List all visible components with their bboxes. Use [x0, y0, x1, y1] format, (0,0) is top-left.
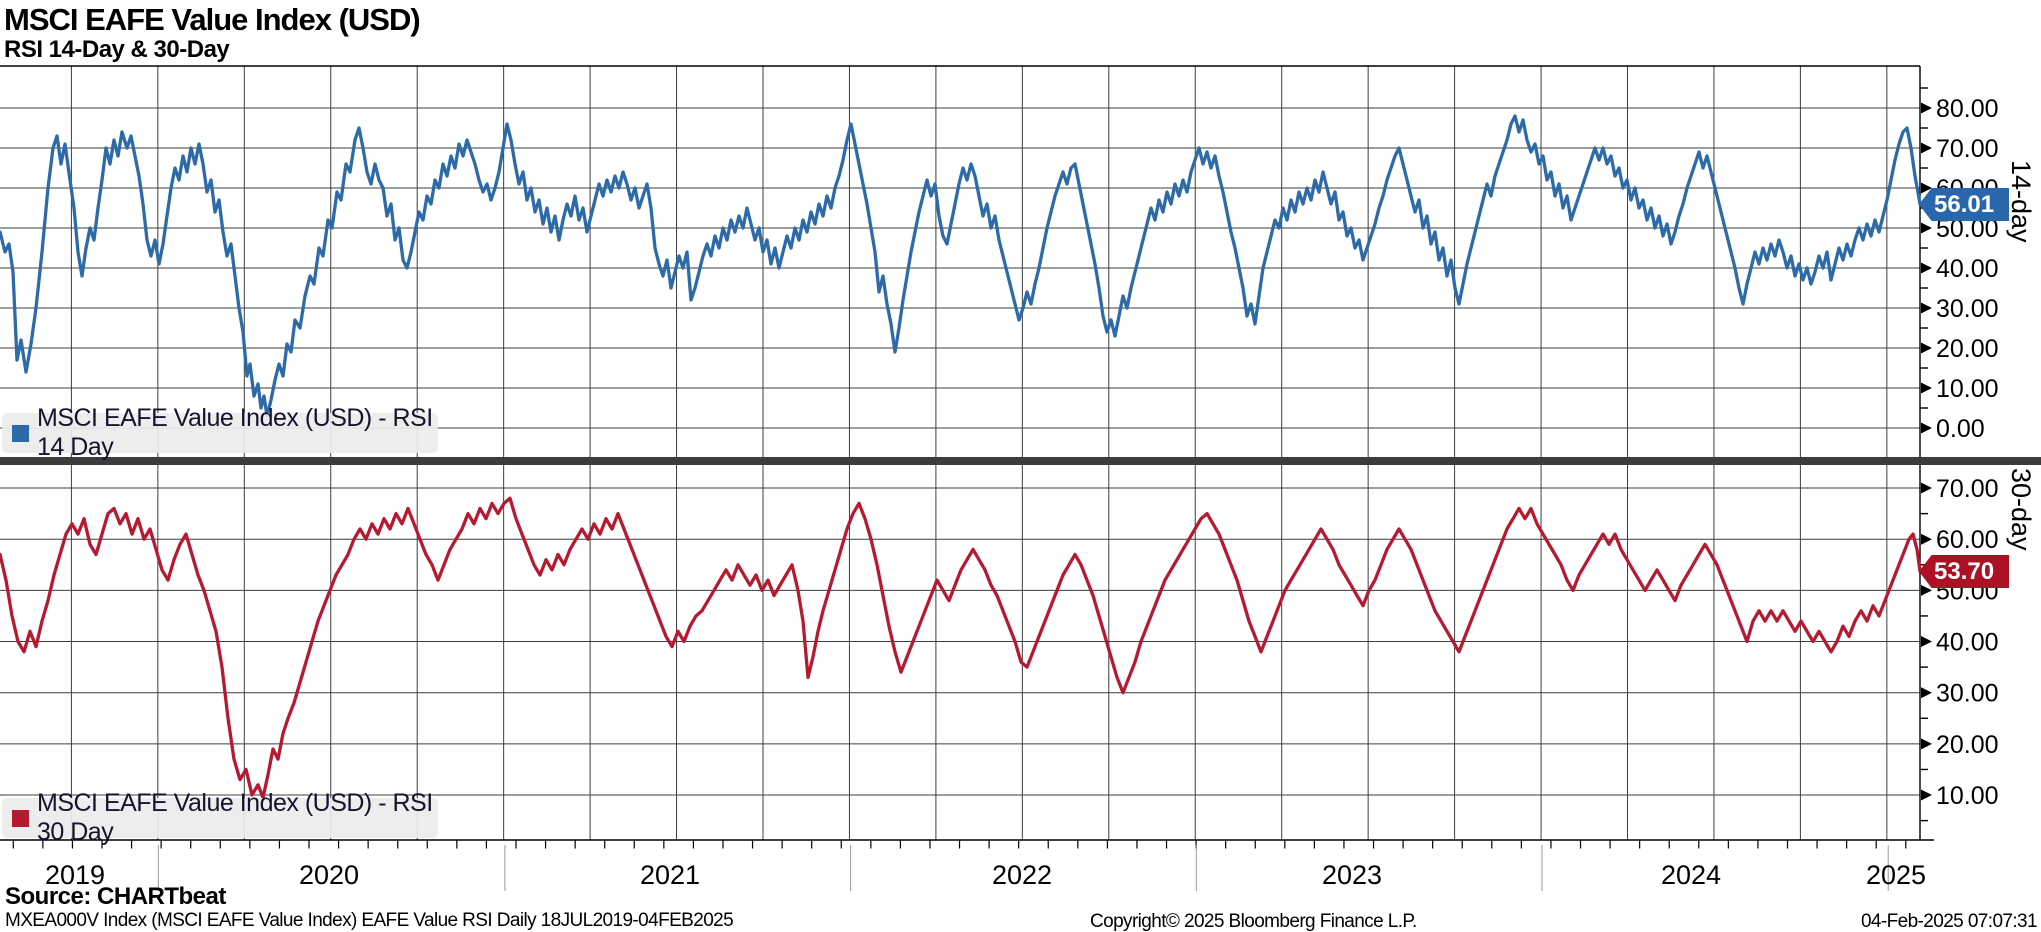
footer-source: Source: CHARTbeat	[5, 883, 226, 910]
panel-divider	[0, 457, 2041, 465]
y-axis-tick-label: 40.00	[1936, 255, 1999, 283]
last-value-badge-rsi30: 53.70	[1919, 555, 2009, 588]
legend-label-rsi14: MSCI EAFE Value Index (USD) - RSI 14 Day	[37, 404, 433, 461]
footer-timestamp: 04-Feb-2025 07:07:31	[1860, 911, 2038, 932]
x-axis-year-label: 2024	[1661, 860, 1721, 890]
y-axis-tick-label: 60.00	[1936, 526, 1999, 554]
rsi-line-series-30day	[0, 496, 1922, 800]
axis-tick-arrow-icon	[1921, 342, 1932, 354]
axis-tick-arrow-icon	[1921, 533, 1932, 545]
axis-tick-arrow-icon	[1921, 584, 1932, 596]
axis-tick-arrow-icon	[1921, 687, 1932, 699]
y-axis-tick-label: 10.00	[1936, 375, 1999, 403]
y-axis-title-30-day: 30-day	[2006, 468, 2036, 551]
y-axis-title-14-day: 14-day	[2006, 160, 2036, 243]
axis-tick-arrow-icon	[1921, 182, 1932, 194]
x-axis-year-label: 2022	[992, 860, 1052, 890]
y-axis-tick-label: 30.00	[1936, 680, 1999, 708]
x-axis-year-label: 2025	[1866, 860, 1926, 890]
axis-tick-arrow-icon	[1921, 482, 1932, 494]
y-axis-tick-label: 20.00	[1936, 335, 1999, 363]
x-axis-year-label: 2020	[299, 860, 359, 890]
y-axis-tick-label: 80.00	[1936, 95, 1999, 123]
y-axis-tick-label: 70.00	[1936, 135, 1999, 163]
axis-tick-arrow-icon	[1921, 789, 1932, 801]
y-axis-tick-label: 70.00	[1936, 475, 1999, 503]
x-axis-year-label: 2019	[45, 860, 105, 890]
axis-tick-arrow-icon	[1921, 382, 1932, 394]
axis-tick-arrow-icon	[1921, 222, 1932, 234]
legend-swatch-rsi30-icon	[12, 809, 29, 827]
y-axis-tick-label: 10.00	[1936, 782, 1999, 810]
axis-tick-arrow-icon	[1921, 422, 1932, 434]
axis-tick-arrow-icon	[1921, 302, 1932, 314]
legend-label-rsi30: MSCI EAFE Value Index (USD) - RSI 30 Day	[37, 789, 433, 846]
legend-swatch-rsi14-icon	[12, 424, 29, 442]
page-subtitle: RSI 14-Day & 30-Day	[4, 36, 230, 63]
axis-tick-arrow-icon	[1921, 738, 1932, 750]
legend-rsi-14-day[interactable]: MSCI EAFE Value Index (USD) - RSI 14 Day	[2, 404, 438, 461]
x-axis-year-label: 2021	[640, 860, 700, 890]
legend-rsi-30-day[interactable]: MSCI EAFE Value Index (USD) - RSI 30 Day	[2, 789, 438, 846]
footer-copyright: Copyright© 2025 Bloomberg Finance L.P.	[1090, 911, 1417, 932]
last-value-badge-rsi14: 56.01	[1919, 188, 2009, 221]
axis-tick-arrow-icon	[1921, 102, 1932, 114]
axis-tick-arrow-icon	[1921, 262, 1932, 274]
footer-security-meta: MXEA000V Index (MSCI EAFE Value Index) E…	[5, 910, 734, 931]
y-axis-tick-label: 0.00	[1936, 415, 1985, 443]
y-axis-tick-label: 20.00	[1936, 731, 1999, 759]
axis-tick-arrow-icon	[1921, 636, 1932, 648]
y-axis-tick-label: 30.00	[1936, 295, 1999, 323]
rsi-line-series-14day	[0, 114, 1922, 418]
y-axis-tick-label: 40.00	[1936, 629, 1999, 657]
x-axis-year-label: 2023	[1322, 860, 1382, 890]
page-title: MSCI EAFE Value Index (USD)	[4, 2, 421, 37]
axis-tick-arrow-icon	[1921, 142, 1932, 154]
